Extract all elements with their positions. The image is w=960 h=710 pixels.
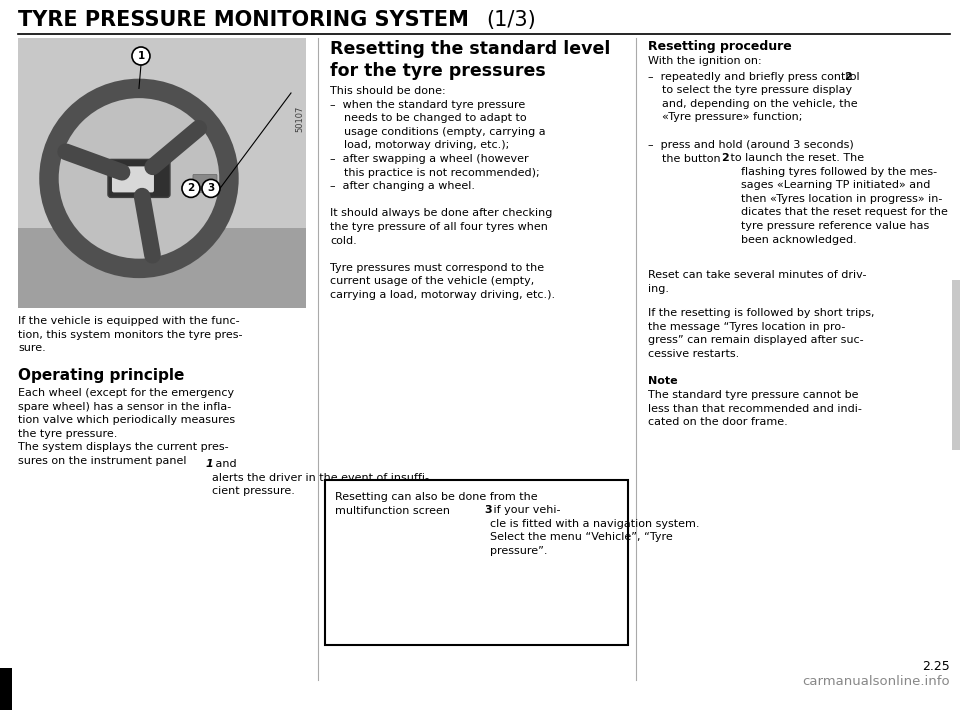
Text: 1: 1: [137, 51, 145, 61]
Text: to select the tyre pressure display
    and, depending on the vehicle, the
    «: to select the tyre pressure display and,…: [648, 85, 857, 122]
FancyBboxPatch shape: [108, 160, 170, 197]
Text: Resetting procedure: Resetting procedure: [648, 40, 792, 53]
Bar: [0, 668, 12, 710]
Text: (1/3): (1/3): [486, 10, 536, 30]
FancyBboxPatch shape: [193, 175, 217, 192]
Circle shape: [132, 47, 150, 65]
Bar: [18, 228, 306, 308]
Text: Note: Note: [648, 376, 678, 386]
Text: Each wheel (except for the emergency
spare wheel) has a sensor in the infla-
tio: Each wheel (except for the emergency spa…: [18, 388, 235, 466]
Text: Reset can take several minutes of driv-
ing.: Reset can take several minutes of driv- …: [648, 270, 867, 294]
Text: if your vehi-
cle is fitted with a navigation system.
Select the menu “Vehicle”,: if your vehi- cle is fitted with a navig…: [490, 505, 700, 556]
Text: 2: 2: [187, 183, 195, 193]
Text: –  press and hold (around 3 seconds)
    the button: – press and hold (around 3 seconds) the …: [648, 140, 853, 163]
Text: 2: 2: [721, 153, 729, 163]
Text: The standard tyre pressure cannot be
less than that recommended and indi-
cated : The standard tyre pressure cannot be les…: [648, 390, 862, 427]
Text: TYRE PRESSURE MONITORING SYSTEM: TYRE PRESSURE MONITORING SYSTEM: [18, 10, 476, 30]
Text: Resetting can also be done from the
multifunction screen: Resetting can also be done from the mult…: [335, 492, 538, 515]
Text: 2.25: 2.25: [923, 660, 950, 673]
Text: Resetting the standard level
for the tyre pressures: Resetting the standard level for the tyr…: [330, 40, 611, 80]
Text: With the ignition on:: With the ignition on:: [648, 56, 761, 66]
Circle shape: [49, 89, 228, 268]
Text: 1: 1: [206, 459, 214, 469]
Text: 3: 3: [484, 505, 492, 515]
Text: 3: 3: [207, 183, 215, 193]
Text: 2: 2: [844, 72, 852, 82]
Text: This should be done:
–  when the standard tyre pressure
    needs to be changed : This should be done: – when the standard…: [330, 86, 555, 300]
FancyBboxPatch shape: [112, 166, 154, 192]
Circle shape: [182, 180, 200, 197]
Bar: [325, 480, 628, 645]
Text: Operating principle: Operating principle: [18, 368, 184, 383]
Circle shape: [202, 180, 220, 197]
Text: If the vehicle is equipped with the func-
tion, this system monitors the tyre pr: If the vehicle is equipped with the func…: [18, 316, 243, 353]
Text: If the resetting is followed by short trips,
the message “Tyres location in pro-: If the resetting is followed by short tr…: [648, 308, 875, 359]
Bar: [18, 38, 306, 308]
Text: and
alerts the driver in the event of insuffi-
cient pressure.: and alerts the driver in the event of in…: [212, 459, 429, 496]
Text: to launch the reset. The
    flashing tyres followed by the mes-
    sages «Lear: to launch the reset. The flashing tyres …: [727, 153, 948, 245]
Text: –  repeatedly and briefly press control: – repeatedly and briefly press control: [648, 72, 863, 82]
Bar: [952, 280, 960, 450]
Text: 50107: 50107: [296, 106, 304, 132]
Text: carmanualsonline.info: carmanualsonline.info: [803, 675, 950, 688]
